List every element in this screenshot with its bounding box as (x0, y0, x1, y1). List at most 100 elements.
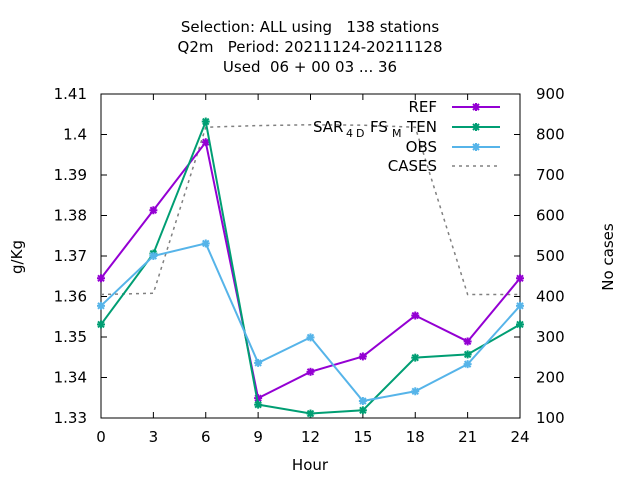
x-tick-label: 24 (510, 428, 529, 446)
data-point-ref (149, 206, 158, 215)
data-point-mark (516, 302, 524, 310)
x-tick-label: 6 (201, 428, 211, 446)
data-point-ref (97, 274, 105, 283)
legend-label-sar: SAR (313, 118, 343, 136)
series-ref (97, 138, 524, 403)
data-point-mark (463, 350, 472, 359)
series-group (97, 117, 524, 418)
legend-label-ref: REF (408, 98, 437, 116)
data-point-mark (411, 311, 419, 320)
legend-label-fs: FS (370, 118, 388, 136)
data-point-mark (254, 394, 262, 402)
y2-tick-label: 300 (536, 328, 565, 346)
data-point-mark (202, 138, 210, 146)
y-tick-label: 1.33 (54, 409, 87, 427)
y2-tick-label: 500 (536, 247, 565, 265)
data-point-mark (202, 117, 210, 126)
series-sar-4d-fs-m-ten (97, 117, 524, 418)
data-point-obs (149, 252, 158, 260)
data-point-mark (202, 239, 210, 248)
x-tick-label: 15 (353, 428, 372, 446)
legend-label-sub-4: 4 (346, 127, 353, 140)
y-tick-label: 1.35 (54, 328, 87, 346)
data-point-mark (463, 337, 472, 346)
data-point-mark (306, 409, 315, 418)
data-point-mark (97, 302, 105, 310)
y2-tick-label: 600 (536, 207, 565, 225)
data-point-mark (97, 320, 105, 329)
data-point-ref (411, 311, 420, 320)
data-point-mark (359, 397, 367, 405)
legend-label-ten: TEN (406, 118, 437, 136)
legend-marker-ten (472, 123, 480, 131)
x-axis-label: Hour (292, 456, 329, 474)
legend-marker-ref (472, 103, 480, 111)
y-tick-label: 1.39 (54, 166, 87, 184)
data-point-sar-4d-fs-m-ten (201, 117, 210, 126)
data-point-ref (201, 138, 210, 147)
series-obs (97, 239, 524, 405)
y2-tick-label: 100 (536, 409, 565, 427)
data-point-sar-4d-fs-m-ten (306, 409, 315, 418)
y2-tick-label: 400 (536, 288, 565, 306)
data-point-obs (254, 358, 263, 367)
y-tick-label: 1.36 (54, 288, 87, 306)
y-tick-label: 1.34 (54, 369, 87, 387)
data-point-mark (411, 387, 419, 395)
data-point-mark (149, 206, 158, 214)
legend-label-sub-d: D (356, 127, 364, 140)
data-point-mark (359, 352, 367, 361)
data-point-sar-4d-fs-m-ten (516, 320, 524, 329)
series-line-cases (100, 124, 520, 296)
y-tick-label: 1.4 (63, 126, 87, 144)
y2-tick-label: 800 (536, 126, 565, 144)
data-point-mark (149, 252, 158, 260)
legend-label-sub-m: M (392, 127, 402, 140)
data-point-sar-4d-fs-m-ten (97, 320, 105, 329)
y-tick-label: 1.41 (54, 85, 87, 103)
data-point-sar-4d-fs-m-ten (463, 350, 472, 359)
data-point-mark (463, 360, 472, 368)
data-point-mark (411, 353, 419, 362)
x-tick-label: 9 (253, 428, 263, 446)
y2-tick-label: 700 (536, 166, 565, 184)
data-point-mark (254, 400, 262, 409)
chart-title-line-3: Used 06 + 00 03 ... 36 (222, 58, 398, 76)
data-point-mark (306, 333, 315, 342)
y-axis-label: g/Kg (8, 240, 26, 274)
data-point-sar-4d-fs-m-ten (358, 406, 367, 415)
series-line-ref (100, 139, 521, 400)
data-point-obs (411, 387, 420, 396)
data-point-obs (516, 301, 524, 310)
data-point-ref (463, 337, 472, 346)
data-point-mark (359, 406, 367, 415)
legend-marker-obs (472, 143, 480, 151)
y2-tick-label: 900 (536, 85, 565, 103)
legend-label-obs: OBS (406, 138, 437, 156)
data-point-mark (97, 274, 105, 282)
data-point-mark (516, 320, 524, 329)
y2-tick-label: 200 (536, 369, 565, 387)
series-line-obs (100, 242, 521, 403)
data-point-obs (97, 301, 105, 310)
y2-axis-label: No cases (599, 223, 617, 291)
chart-title-line-2: Q2m Period: 20211124-20211128 (177, 38, 443, 56)
legend-label-cases: CASES (388, 157, 437, 175)
series-cases (100, 124, 520, 296)
data-point-obs (201, 239, 210, 248)
data-point-obs (306, 333, 315, 342)
data-point-mark (516, 274, 524, 282)
data-point-sar-4d-fs-m-ten (254, 400, 263, 409)
chart-title-line-1: Selection: ALL using 138 stations (180, 18, 440, 36)
data-point-sar-4d-fs-m-ten (411, 353, 420, 362)
axes: 0 3 6 9 12 15 18 21 24 1.33 1.34 1.35 1.36 1.37 1.38 1.… (54, 85, 565, 446)
data-point-ref (358, 352, 367, 361)
data-point-mark (254, 359, 262, 367)
y-tick-label: 1.37 (54, 247, 87, 265)
x-tick-label: 3 (149, 428, 159, 446)
x-tick-label: 0 (96, 428, 106, 446)
data-point-obs (463, 360, 472, 369)
x-tick-label: 12 (301, 428, 320, 446)
